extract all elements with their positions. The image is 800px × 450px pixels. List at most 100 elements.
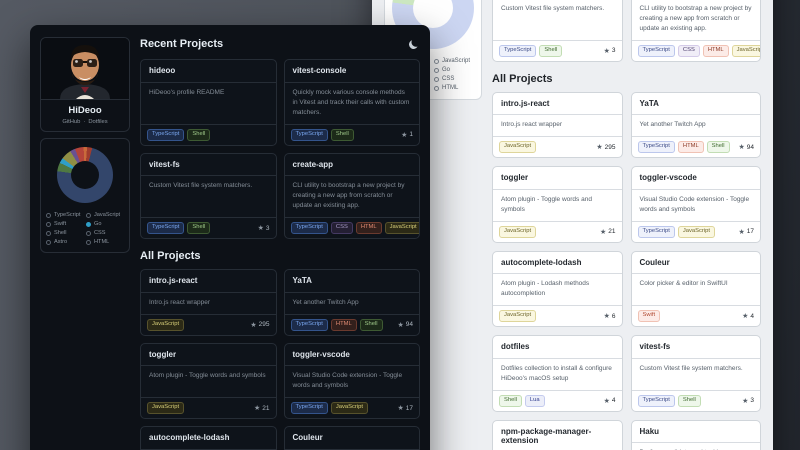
project-card[interactable]: npm-package-manager-extensionBrowser ext… <box>492 419 623 450</box>
legend-item-css[interactable]: CSS <box>434 76 475 82</box>
legend-dot-icon <box>46 212 51 218</box>
project-description: Dotfiles collection to install & configu… <box>501 364 612 382</box>
project-card[interactable]: toggler-vscode Visual Studio Code extensi… <box>630 166 761 243</box>
project-card[interactable]: dotfiles Dotfiles collection to install &… <box>492 335 623 412</box>
language-donut-chart <box>392 0 474 49</box>
project-description: Custom Vitest file system matchers. <box>149 182 253 190</box>
project-title: toggler-vscode <box>284 344 419 367</box>
legend-item-shell[interactable]: Shell <box>46 230 84 236</box>
project-card[interactable]: YaTA Yet another Twitch App TypeScript HTML… <box>630 91 761 159</box>
project-description: CLI utility to bootstrap a new project b… <box>639 4 752 32</box>
legend-item-javascript[interactable]: JavaScript <box>86 212 124 218</box>
language-tag: TypeScript <box>290 128 328 141</box>
legend-dot-icon <box>434 85 439 91</box>
profile-links: GitHub · Dotfiles <box>43 119 127 125</box>
language-tag: JavaScript <box>499 225 537 238</box>
legend-item-go[interactable]: Go <box>86 221 124 227</box>
language-tag: TypeScript <box>637 394 675 407</box>
project-footer: TypeScriptCSSHTMLJavaScriptShell★ 2 <box>284 217 419 238</box>
legend-label: Astro <box>54 239 68 245</box>
project-card[interactable]: intro.js-react Intro.js react wrapper Java… <box>140 269 277 336</box>
project-description: CLI utility to bootstrap a new project b… <box>292 182 405 210</box>
project-description: HiDeoo's profile README <box>149 88 225 96</box>
dotfiles-link[interactable]: Dotfiles <box>88 119 108 125</box>
language-tag: Shell <box>330 128 354 141</box>
star-count: ★ 295 <box>596 143 616 152</box>
project-card[interactable]: toggler-vscode Visual Studio Code extensi… <box>283 342 420 420</box>
language-tag: HTML <box>330 318 357 331</box>
theme-toggle-button[interactable] <box>406 37 420 51</box>
project-title: vitest-console <box>284 60 419 83</box>
legend-dot-icon <box>86 230 91 236</box>
star-icon: ★ <box>250 321 257 329</box>
language-tag: Shell <box>677 394 701 407</box>
project-card[interactable]: hideoo HiDeoo's profile README TypeScript S… <box>140 59 277 146</box>
project-title: intro.js-react <box>493 93 622 116</box>
legend-item-javascript[interactable]: JavaScript <box>434 58 475 64</box>
star-count: ★ 94 <box>738 143 754 152</box>
star-count: ★ 4 <box>742 312 754 321</box>
project-card[interactable]: HakuDraft, consolidate and tackle your n… <box>630 419 761 450</box>
project-footer: TypeScript Shell ★ 3 <box>631 389 760 411</box>
language-tag: HTML <box>702 44 729 57</box>
project-footer: JavaScript ★ 295 <box>141 313 276 335</box>
legend-item-typescript[interactable]: TypeScript <box>46 212 84 218</box>
language-tag: Shell <box>187 128 211 141</box>
language-tag: TypeScript <box>290 402 328 415</box>
project-description: Atom plugin - Lodash methods autocomplet… <box>501 280 590 298</box>
language-tag: TypeScript <box>637 225 675 238</box>
project-footer: TypeScript Shell ★ 3 <box>493 39 622 61</box>
language-tag: JavaScript <box>731 44 760 57</box>
project-card[interactable]: YaTA Yet another Twitch App TypeScript HTML… <box>283 269 420 336</box>
legend-label: CSS <box>442 76 455 82</box>
all-projects-heading: All Projects <box>492 72 553 85</box>
legend-label: Go <box>442 67 451 73</box>
legend-dot-icon <box>86 239 91 245</box>
star-icon: ★ <box>257 225 264 233</box>
project-card[interactable]: toggler Atom plugin - Toggle words and sy… <box>140 342 277 420</box>
project-description: Atom plugin - Toggle words and symbols <box>149 372 266 380</box>
legend-item-astro[interactable]: Astro <box>46 239 84 245</box>
project-title: Haku <box>631 421 760 444</box>
star-icon: ★ <box>603 47 610 55</box>
project-title: YaTA <box>284 270 419 293</box>
legend-item-html[interactable]: HTML <box>434 85 475 91</box>
language-tag: HTML <box>355 222 382 235</box>
legend-item-swift[interactable]: Swift <box>46 221 84 227</box>
star-count: ★ 17 <box>397 404 413 413</box>
language-tag: JavaScript <box>147 402 185 415</box>
legend-item-go[interactable]: Go <box>434 67 475 73</box>
star-count: ★ 3 <box>257 224 270 233</box>
project-footer: JavaScript ★ 21 <box>141 397 276 418</box>
legend-item-html[interactable]: HTML <box>86 239 124 245</box>
legend-item-css[interactable]: CSS <box>86 230 124 236</box>
star-icon: ★ <box>397 321 404 329</box>
project-title: toggler <box>493 167 622 190</box>
project-footer: Shell Lua ★ 4 <box>493 389 622 411</box>
star-icon: ★ <box>253 405 261 413</box>
project-card[interactable]: intro.js-react Intro.js react wrapper Java… <box>492 91 623 159</box>
dark-sidebar: HiDeoo GitHub · Dotfiles TypeScript JavaS… <box>40 35 130 450</box>
project-description: Draft, consolidate and tackle your noteb… <box>632 443 761 450</box>
project-footer: TypeScript Shell ★ 1 <box>284 123 419 145</box>
legend-dot-icon <box>46 221 51 227</box>
project-card[interactable]: toggler Atom plugin - Toggle words and sy… <box>492 166 623 243</box>
language-tag: Lua <box>524 394 545 407</box>
project-description: Visual Studio Code extension - Toggle wo… <box>292 372 403 390</box>
project-description: Color picker & editor in SwiftUI <box>639 280 728 288</box>
legend-dot-icon <box>46 230 51 236</box>
github-link[interactable]: GitHub <box>62 119 81 125</box>
project-title: intro.js-react <box>141 270 276 293</box>
project-card[interactable]: vitest-console Quickly mock various conso… <box>283 59 420 146</box>
